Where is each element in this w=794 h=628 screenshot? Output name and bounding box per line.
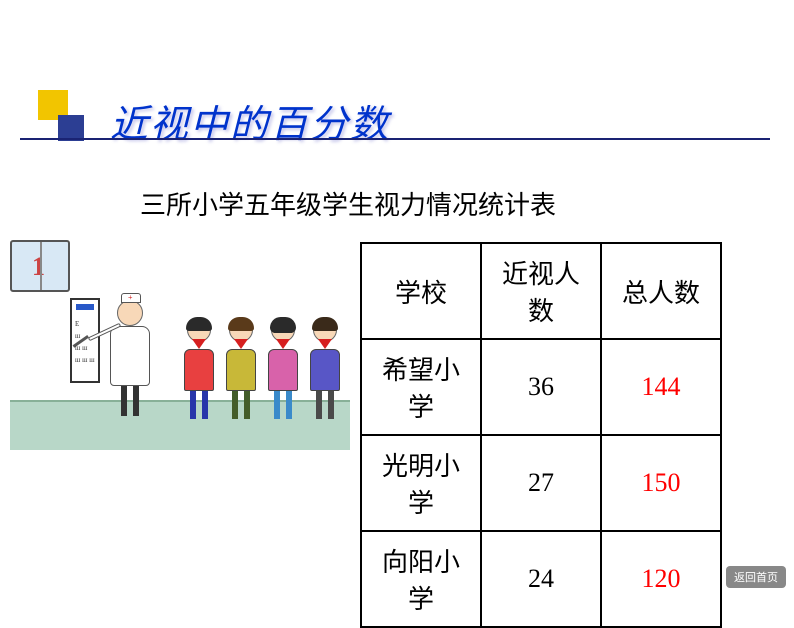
cell-myopia: 27 <box>481 435 601 531</box>
subtitle: 三所小学五年级学生视力情况统计表 <box>140 185 556 222</box>
table-header-row: 学校 近视人数 总人数 <box>361 243 721 339</box>
vision-stats-table: 学校 近视人数 总人数 希望小学 36 144 光明小学 27 150 向阳小学… <box>360 242 722 628</box>
window-icon <box>10 240 70 292</box>
table-row: 希望小学 36 144 <box>361 339 721 435</box>
cell-school: 向阳小学 <box>361 531 481 627</box>
header-school: 学校 <box>361 243 481 339</box>
cell-total: 150 <box>601 435 721 531</box>
cell-total: 120 <box>601 531 721 627</box>
nurse-figure <box>105 300 155 420</box>
title-decoration <box>20 80 100 160</box>
table-row: 向阳小学 24 120 <box>361 531 721 627</box>
illustration <box>10 240 350 450</box>
slide-header: 近视中的百分数 <box>20 80 390 160</box>
children-figures <box>180 318 344 419</box>
eye-chart-icon <box>70 298 100 383</box>
cell-myopia: 36 <box>481 339 601 435</box>
cell-myopia: 24 <box>481 531 601 627</box>
return-home-button[interactable]: 返回首页 <box>726 566 786 588</box>
cell-school: 光明小学 <box>361 435 481 531</box>
header-myopia: 近视人数 <box>481 243 601 339</box>
title-underline <box>20 138 770 140</box>
header-total: 总人数 <box>601 243 721 339</box>
table-row: 光明小学 27 150 <box>361 435 721 531</box>
cell-total: 144 <box>601 339 721 435</box>
cell-school: 希望小学 <box>361 339 481 435</box>
